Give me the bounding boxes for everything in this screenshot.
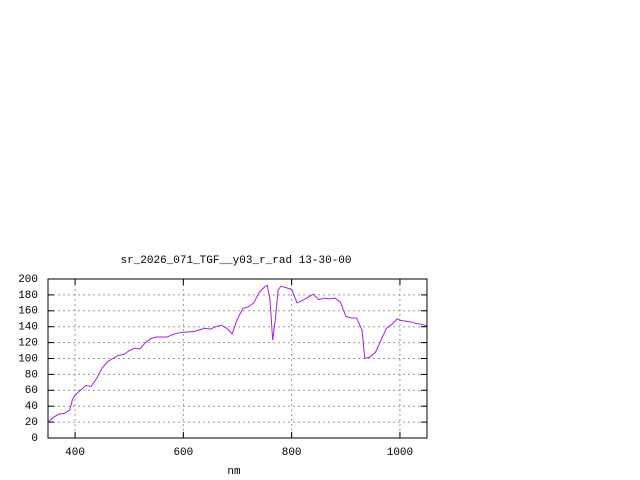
chart-title: sr_2026_071_TGF__y03_r_rad 13-30-00 [120,255,351,267]
y-tick-label: 120 [18,338,38,350]
y-tick-label: 40 [25,401,38,413]
x-axis-label: nm [227,466,241,478]
y-tick-label: 180 [18,290,38,302]
y-tick-label: 100 [18,353,38,365]
y-tick-label: 60 [25,385,38,397]
y-tick-label: 160 [18,306,38,318]
x-tick-label: 600 [173,447,193,459]
data-line [47,284,428,423]
y-tick-label: 80 [25,369,38,381]
y-tick-label: 20 [25,417,38,429]
y-tick-label: 140 [18,322,38,334]
x-tick-label: 800 [282,447,302,459]
y-tick-label: 0 [31,433,38,445]
plot-frame [47,278,428,439]
x-tick-label: 1000 [387,447,413,459]
x-tick-label: 400 [65,447,85,459]
y-tick-label: 200 [18,274,38,286]
